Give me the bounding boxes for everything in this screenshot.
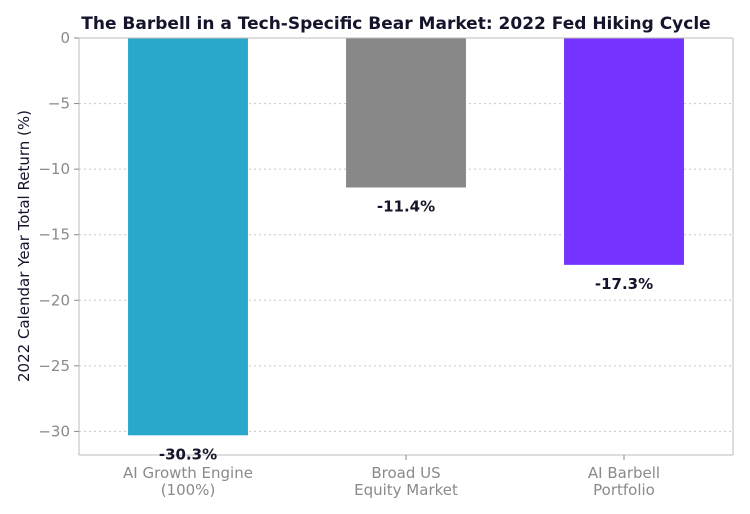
bar <box>564 38 684 265</box>
y-tick-label: −15 <box>38 226 70 244</box>
y-tick-label: −5 <box>48 95 70 113</box>
x-tick-label: AI Barbell Portfolio <box>588 464 660 499</box>
chart-title: The Barbell in a Tech-Specific Bear Mark… <box>81 14 710 34</box>
y-tick-label: −20 <box>38 291 70 309</box>
y-axis-label: 2022 Calendar Year Total Return (%) <box>15 110 33 382</box>
x-axis-ticks: AI Growth Engine (100%) Broad US Equity Mar… <box>123 455 660 499</box>
y-tick-label: 0 <box>60 29 70 47</box>
data-label: -17.3% <box>595 275 653 293</box>
y-tick-label: −10 <box>38 160 70 178</box>
bar <box>346 38 466 188</box>
x-tick-label: AI Growth Engine (100%) <box>123 464 253 499</box>
data-labels: -30.3% -11.4% -17.3% <box>159 197 653 463</box>
y-axis-ticks: 0 −5 −10 −15 −20 −25 −30 <box>38 29 79 440</box>
x-tick-label: Broad US Equity Market <box>354 464 458 499</box>
bar <box>128 38 248 436</box>
data-label: -30.3% <box>159 445 217 463</box>
y-tick-label: −25 <box>38 357 70 375</box>
bars <box>128 38 684 436</box>
y-tick-label: −30 <box>38 422 70 440</box>
data-label: -11.4% <box>377 197 435 215</box>
